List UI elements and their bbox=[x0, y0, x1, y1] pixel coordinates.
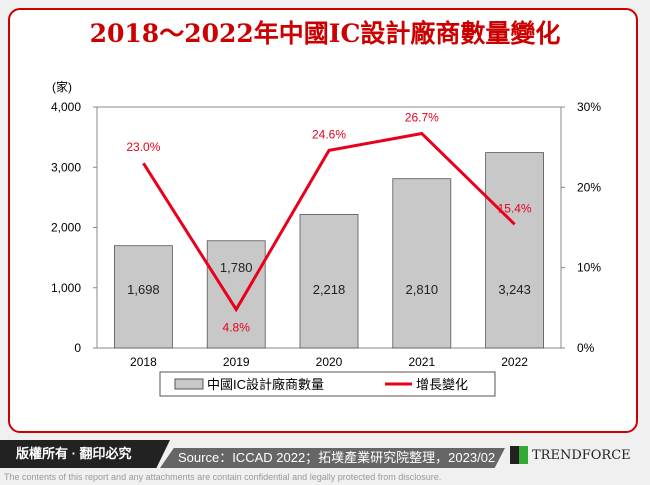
bar-value-label: 1,698 bbox=[127, 282, 160, 297]
bar bbox=[114, 245, 173, 349]
growth-line bbox=[142, 131, 516, 313]
bar-value-label: 1,780 bbox=[220, 260, 253, 275]
x-tick-label: 2022 bbox=[501, 355, 528, 369]
x-tick-label: 2018 bbox=[130, 355, 157, 369]
line-value-label: 23.0% bbox=[126, 140, 160, 154]
y-tick-label: 0 bbox=[74, 341, 81, 355]
legend-line-label: 增長變化 bbox=[416, 377, 468, 392]
x-tick-label: 2019 bbox=[223, 355, 250, 369]
bar-value-label: 2,218 bbox=[313, 282, 346, 297]
logo-mark-icon bbox=[510, 446, 528, 464]
y-tick-label: 1,000 bbox=[51, 281, 81, 295]
y-tick-label: 2,000 bbox=[51, 221, 81, 235]
y-axis-label: (家) bbox=[52, 79, 72, 94]
bar bbox=[392, 178, 452, 349]
line-value-label: 4.8% bbox=[223, 320, 251, 334]
source-note: Source：ICCAD 2022；拓墣產業研究院整理，2023/02 bbox=[160, 448, 505, 468]
y2-tick-label: 0% bbox=[577, 341, 595, 355]
chart-title: 2018～2022年中國IC設計廠商數量變化 bbox=[89, 19, 561, 48]
y2-tick-label: 10% bbox=[577, 261, 601, 275]
trendforce-logo: TRENDFORCE bbox=[510, 446, 631, 464]
chart: (家) 0 1,000 2,000 3,000 4,000 0% 10% 20% 30% 2018 2… bbox=[51, 79, 601, 397]
line-value-label: 26.7% bbox=[405, 111, 439, 125]
bar bbox=[485, 152, 545, 349]
legend bbox=[159, 371, 496, 397]
y2-tick-label: 30% bbox=[577, 100, 601, 114]
y-tick-label: 3,000 bbox=[51, 160, 81, 174]
bar bbox=[299, 213, 359, 349]
bar bbox=[206, 240, 266, 349]
legend-bar-label: 中國IC設計廠商數量 bbox=[207, 377, 324, 392]
y-tick-label: 4,000 bbox=[51, 100, 81, 114]
line-value-label: 24.6% bbox=[312, 127, 346, 141]
copyright-notice: 版權所有 · 翻印必究 bbox=[0, 440, 170, 468]
y2-tick-label: 20% bbox=[577, 180, 601, 194]
x-tick-label: 2020 bbox=[316, 355, 343, 369]
line-value-label: 15.4% bbox=[498, 201, 532, 215]
bar-value-label: 2,810 bbox=[406, 282, 439, 297]
disclaimer: The contents of this report and any atta… bbox=[4, 472, 442, 482]
brand-name: TRENDFORCE bbox=[532, 447, 631, 463]
x-tick-label: 2021 bbox=[408, 355, 435, 369]
legend-bar-swatch bbox=[174, 378, 204, 390]
bar-value-label: 3,243 bbox=[498, 282, 531, 297]
